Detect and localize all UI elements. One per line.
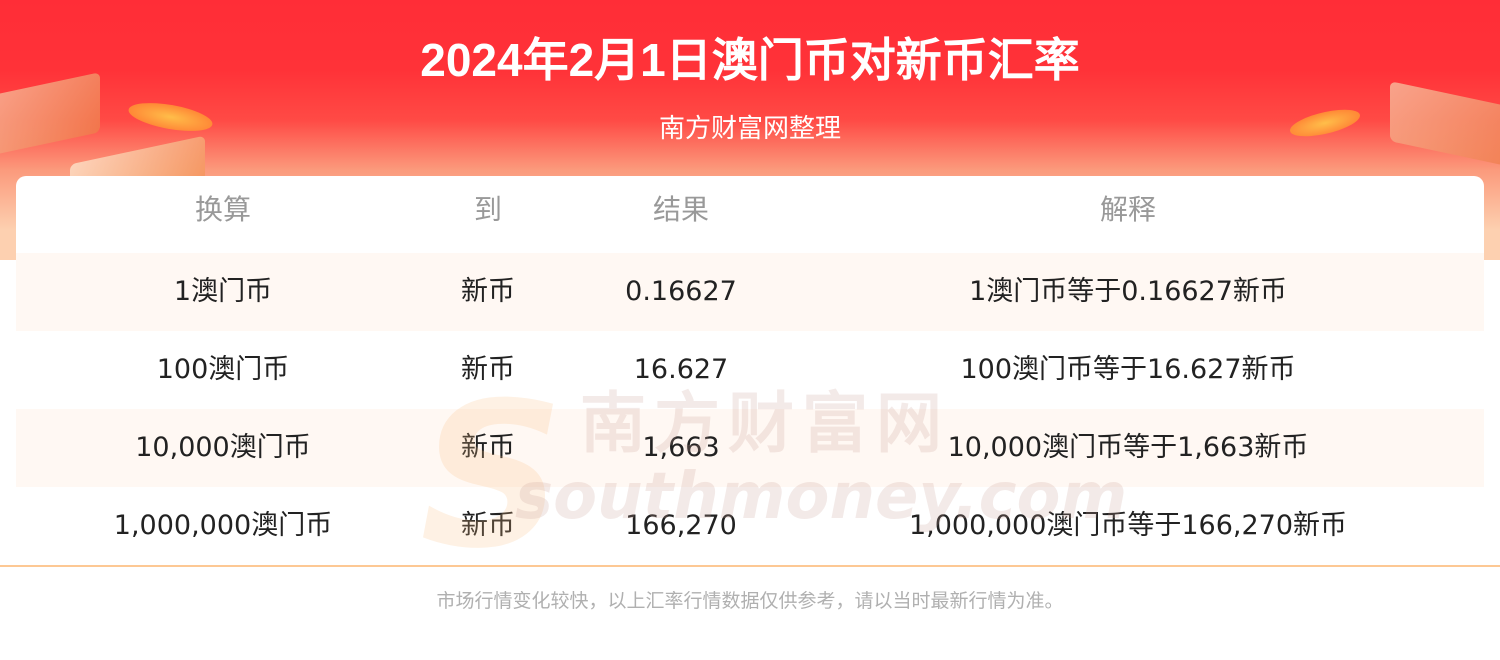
table-row: 10,000澳门币 新币 1,663 10,000澳门币等于1,663新币: [16, 409, 1484, 487]
result-cell: 1,663: [642, 432, 720, 463]
target-currency-cell: 新币: [461, 510, 515, 541]
page-title: 2024年2月1日澳门币对新币汇率: [420, 34, 1080, 86]
table-header: 换算 到 结果 解释: [16, 176, 1484, 254]
explanation-cell: 100澳门币等于16.627新币: [960, 354, 1296, 385]
result-cell: 166,270: [625, 510, 737, 541]
table-row: 1澳门币 新币 0.16627 1澳门币等于0.16627新币: [16, 253, 1484, 331]
explanation-cell: 10,000澳门币等于1,663新币: [947, 432, 1309, 463]
column-header-result: 结果: [652, 193, 710, 226]
page-subtitle: 南方财富网整理: [658, 114, 841, 144]
table-row: 100澳门币 新币 16.627 100澳门币等于16.627新币: [16, 331, 1484, 409]
target-currency-cell: 新币: [461, 276, 515, 307]
result-cell: 0.16627: [625, 276, 737, 307]
result-cell: 16.627: [633, 354, 729, 385]
rate-table: 换算 到 结果 解释 1澳门币 新币 0.16627 1澳门币等于0.16627…: [16, 176, 1484, 566]
amount-cell: 10,000澳门币: [135, 432, 311, 463]
column-header-explanation: 解释: [1099, 193, 1157, 226]
amount-cell: 100澳门币: [156, 354, 290, 385]
explanation-cell: 1,000,000澳门币等于166,270新币: [908, 510, 1348, 541]
disclaimer-note: 市场行情变化较快，以上汇率行情数据仅供参考，请以当时最新行情为准。: [436, 590, 1064, 612]
target-currency-cell: 新币: [461, 354, 515, 385]
table-row: 1,000,000澳门币 新币 166,270 1,000,000澳门币等于16…: [16, 487, 1484, 565]
divider: [0, 565, 1500, 567]
explanation-cell: 1澳门币等于0.16627新币: [969, 276, 1287, 307]
column-header-convert: 换算: [194, 193, 252, 226]
target-currency-cell: 新币: [461, 432, 515, 463]
amount-cell: 1,000,000澳门币: [113, 510, 333, 541]
column-header-to: 到: [473, 193, 503, 226]
amount-cell: 1澳门币: [173, 276, 273, 307]
